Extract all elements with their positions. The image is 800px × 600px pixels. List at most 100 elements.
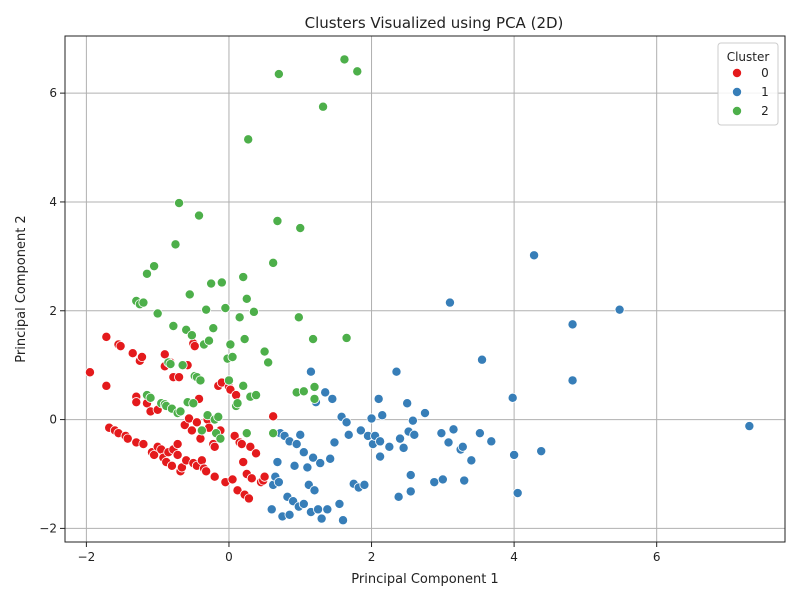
- point-cluster-2-60: [268, 257, 279, 268]
- point-cluster-2-34: [206, 278, 217, 289]
- point-cluster-2-57: [251, 390, 262, 401]
- point-cluster-2-12: [165, 359, 176, 370]
- point-cluster-2-24: [188, 398, 199, 409]
- point-cluster-2-40: [216, 277, 227, 288]
- point-cluster-1-67: [448, 424, 459, 435]
- point-cluster-1-59: [407, 415, 418, 426]
- point-cluster-1-10: [284, 509, 295, 520]
- point-cluster-0-76: [251, 448, 262, 459]
- point-cluster-1-37: [343, 429, 354, 440]
- point-cluster-2-44: [225, 339, 236, 350]
- point-cluster-2-52: [241, 293, 252, 304]
- point-cluster-0-79: [259, 471, 270, 482]
- point-cluster-1-32: [329, 437, 340, 448]
- point-cluster-0-50: [196, 455, 207, 466]
- point-cluster-1-54: [398, 442, 409, 453]
- point-cluster-1-12: [289, 460, 300, 471]
- point-cluster-1-13: [291, 439, 302, 450]
- point-cluster-1-15: [295, 429, 306, 440]
- point-cluster-1-40: [355, 425, 366, 436]
- point-cluster-2-47: [232, 398, 243, 409]
- legend-marker-0: [732, 68, 743, 79]
- point-cluster-1-80: [567, 319, 578, 330]
- point-cluster-2-66: [295, 223, 306, 234]
- point-cluster-0-56: [209, 441, 220, 452]
- point-cluster-2-43: [223, 375, 234, 386]
- point-cluster-1-81: [567, 375, 578, 386]
- point-cluster-0-49: [195, 433, 206, 444]
- point-cluster-2-19: [177, 360, 188, 371]
- point-cluster-1-61: [419, 408, 430, 419]
- point-cluster-2-41: [220, 303, 231, 314]
- point-cluster-1-23: [309, 485, 320, 496]
- point-cluster-2-45: [227, 352, 238, 363]
- point-cluster-2-2: [138, 297, 149, 308]
- point-cluster-0-44: [189, 341, 200, 352]
- point-cluster-0-66: [231, 390, 242, 401]
- point-cluster-0-52: [201, 466, 212, 477]
- point-cluster-2-50: [238, 380, 249, 391]
- point-cluster-2-7: [152, 308, 163, 319]
- point-cluster-2-63: [273, 69, 284, 80]
- point-cluster-2-22: [184, 289, 195, 300]
- point-cluster-1-35: [338, 515, 349, 526]
- point-cluster-1-75: [507, 392, 518, 403]
- point-cluster-0-70: [238, 457, 249, 468]
- point-cluster-1-73: [477, 354, 488, 365]
- point-cluster-2-29: [196, 425, 207, 436]
- point-cluster-0-42: [186, 425, 197, 436]
- point-cluster-2-74: [352, 66, 363, 77]
- x-tick-label-2: 2: [368, 550, 376, 564]
- point-cluster-1-46: [373, 393, 384, 404]
- y-axis-label: Principal Component 2: [14, 215, 29, 362]
- point-cluster-1-27: [316, 513, 327, 524]
- point-cluster-1-26: [315, 458, 326, 469]
- point-cluster-0-10: [127, 348, 138, 359]
- point-cluster-2-51: [239, 334, 250, 345]
- point-cluster-2-38: [213, 411, 224, 422]
- point-cluster-2-67: [298, 386, 309, 397]
- point-cluster-1-25: [313, 504, 324, 515]
- point-cluster-1-28: [320, 387, 331, 398]
- legend-marker-2: [732, 106, 743, 117]
- point-cluster-0-75: [246, 473, 257, 484]
- point-cluster-1-72: [474, 428, 485, 439]
- point-cluster-1-52: [393, 491, 404, 502]
- point-cluster-1-79: [536, 446, 547, 457]
- point-cluster-1-49: [377, 410, 388, 421]
- legend-label-2: 2: [761, 104, 769, 118]
- point-cluster-1-36: [341, 417, 352, 428]
- point-cluster-1-30: [325, 453, 336, 464]
- point-cluster-1-3: [272, 457, 283, 468]
- point-cluster-2-15: [170, 239, 181, 250]
- point-cluster-2-59: [263, 357, 274, 368]
- point-cluster-2-48: [234, 312, 245, 323]
- point-cluster-2-70: [309, 393, 320, 404]
- point-cluster-1-77: [512, 488, 523, 499]
- y-tick-label-1: 0: [49, 413, 57, 427]
- point-cluster-1-82: [614, 304, 625, 315]
- x-tick-label-0: −2: [78, 550, 96, 564]
- point-cluster-1-41: [359, 479, 370, 490]
- point-cluster-1-0: [266, 504, 277, 515]
- point-cluster-0-9: [122, 433, 133, 444]
- point-cluster-1-58: [405, 470, 416, 481]
- point-cluster-2-33: [203, 335, 214, 346]
- point-cluster-2-39: [215, 433, 226, 444]
- point-cluster-2-27: [194, 210, 205, 221]
- point-cluster-2-68: [308, 334, 319, 345]
- point-cluster-1-48: [375, 451, 386, 462]
- point-cluster-2-32: [202, 410, 213, 421]
- point-cluster-1-17: [298, 447, 309, 458]
- point-cluster-1-78: [529, 250, 540, 261]
- point-cluster-0-20: [149, 449, 160, 460]
- point-cluster-0-34: [172, 449, 183, 460]
- y-tick-label-2: 2: [49, 304, 57, 318]
- point-cluster-1-31: [327, 393, 338, 404]
- point-cluster-0-73: [243, 493, 254, 504]
- point-cluster-2-61: [268, 428, 279, 439]
- point-cluster-1-57: [405, 486, 416, 497]
- point-cluster-1-64: [437, 474, 448, 485]
- y-tick-label-3: 4: [49, 195, 57, 209]
